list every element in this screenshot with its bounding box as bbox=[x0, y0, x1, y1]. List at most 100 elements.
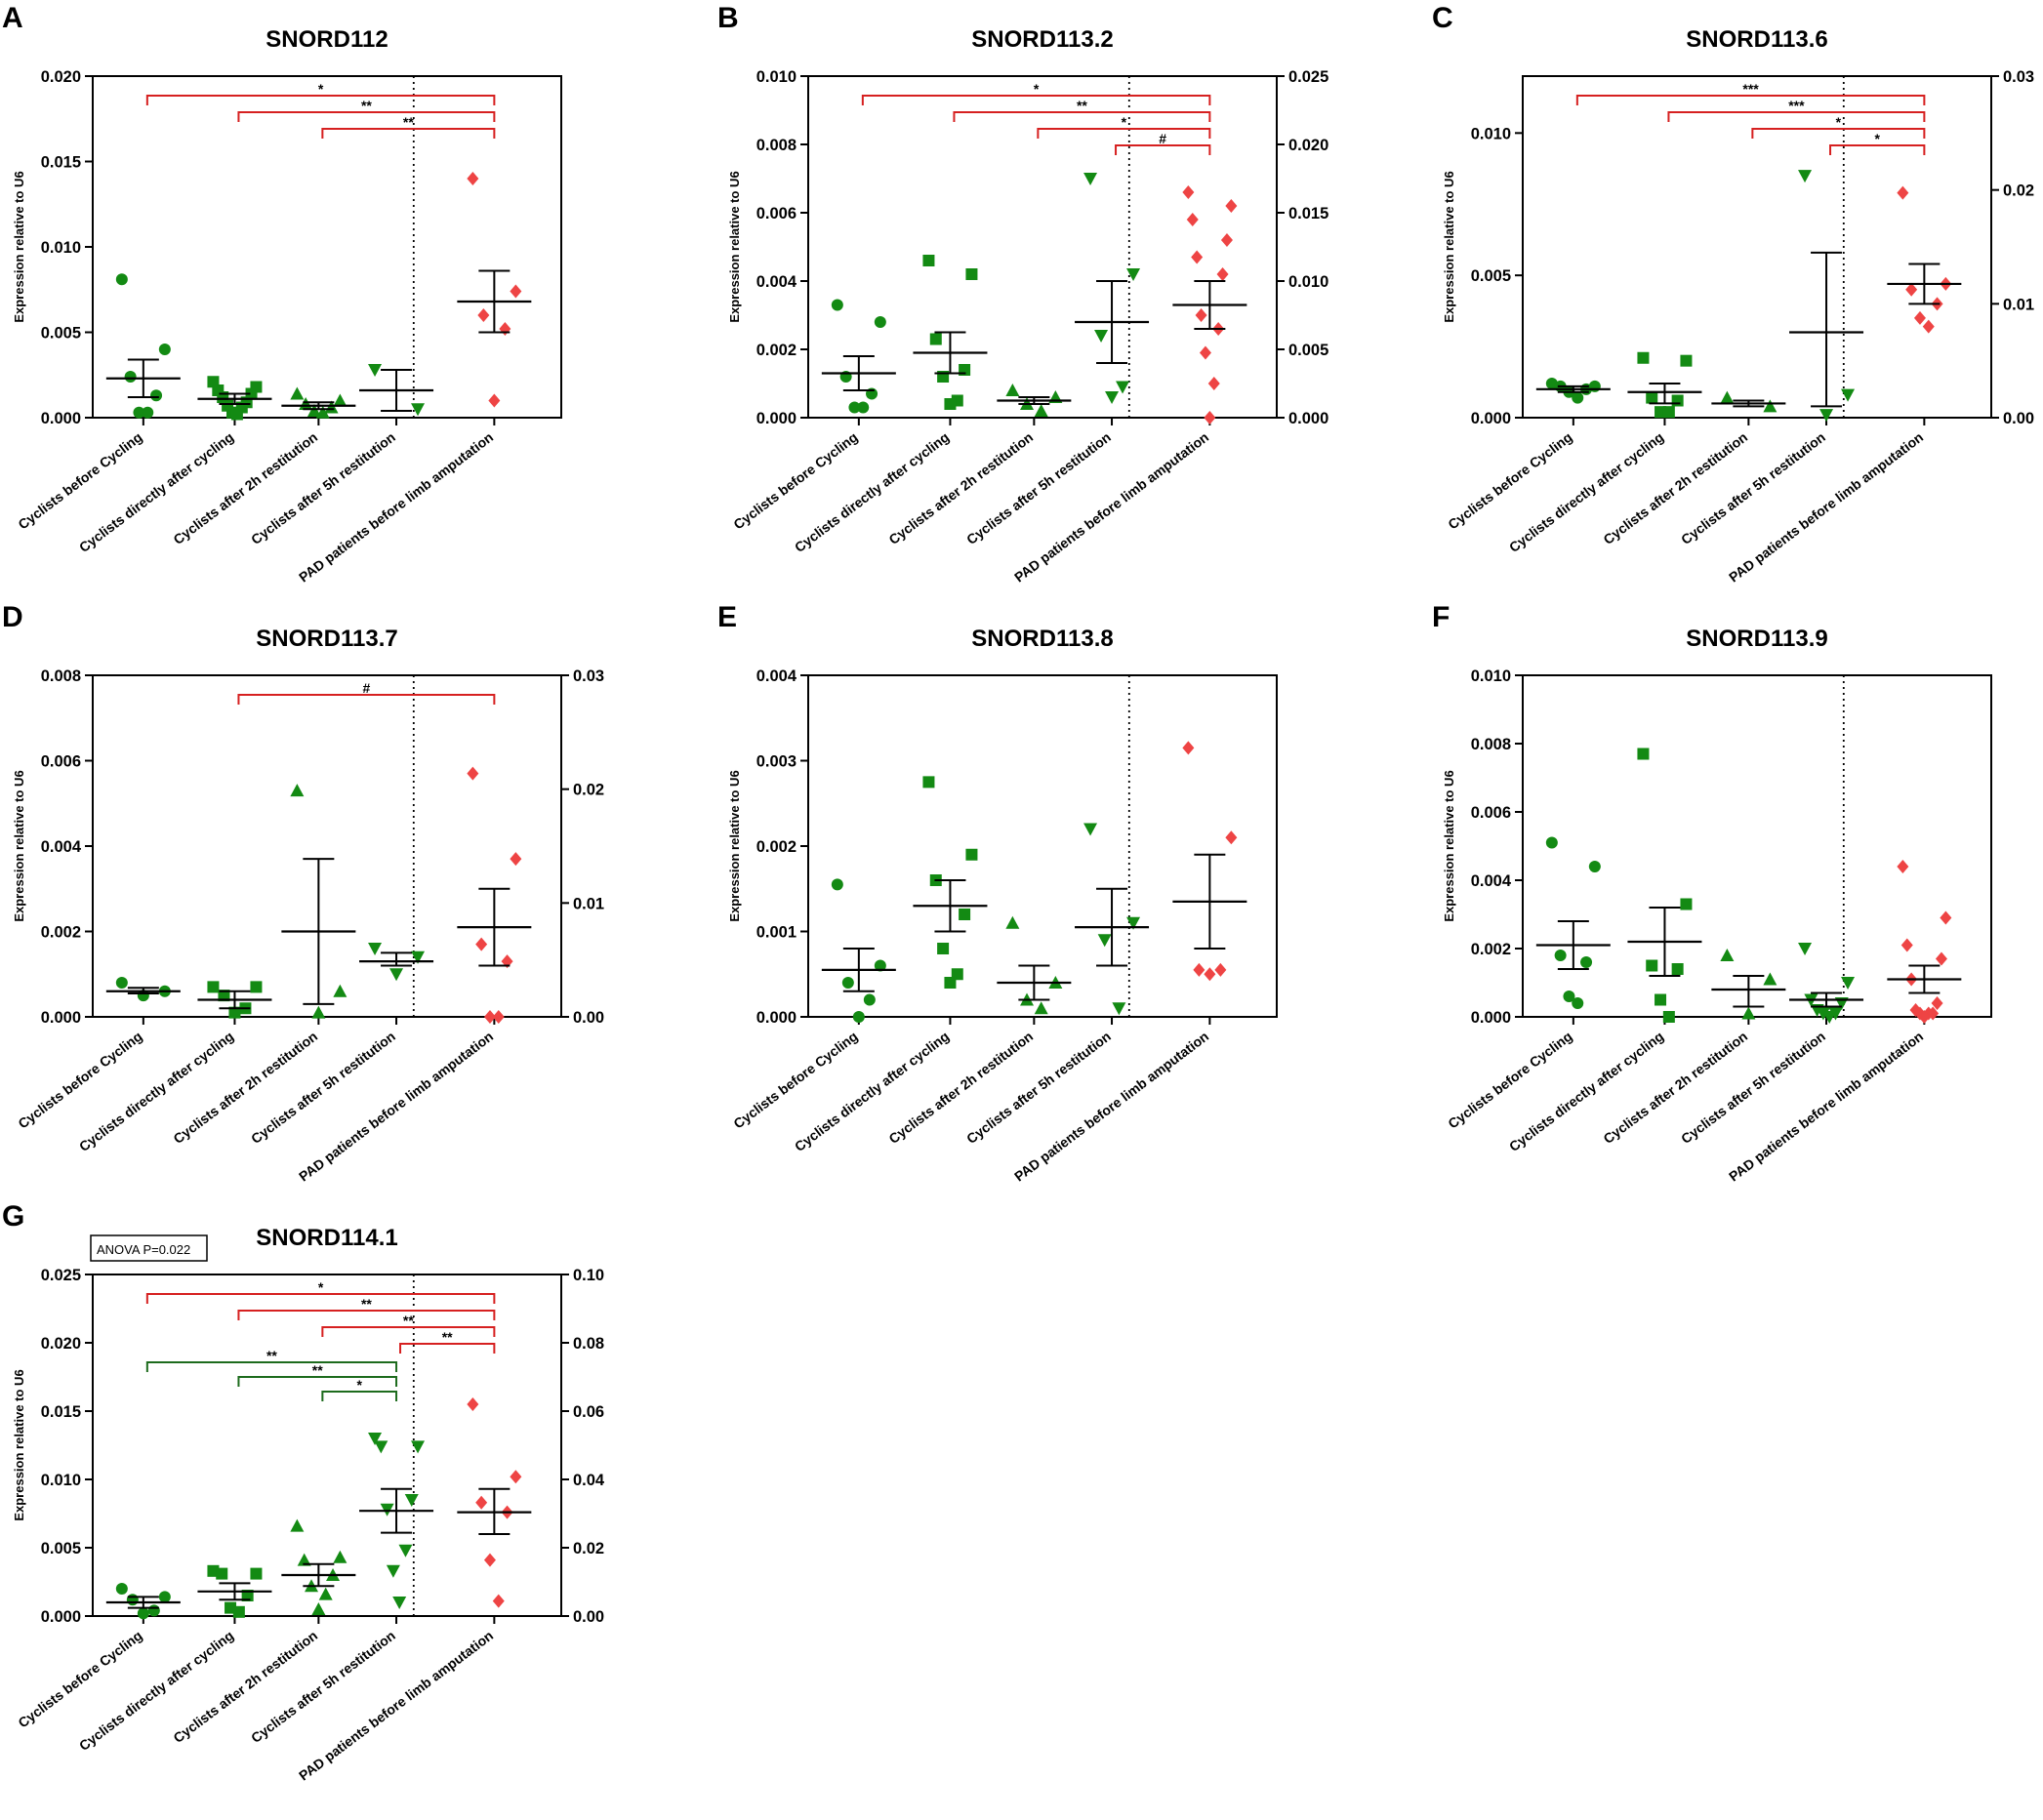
data-point bbox=[492, 1594, 505, 1608]
data-series bbox=[359, 1433, 434, 1609]
data-series bbox=[913, 776, 988, 989]
right-y-tick-label: 0.00 bbox=[573, 1608, 604, 1626]
data-point bbox=[1195, 308, 1207, 322]
x-category-label: PAD patients before limb amputation bbox=[296, 429, 496, 586]
chart-panel-e: E SNORD113.8 0.000 0.001 0.002 0.003 0.004 Expr… bbox=[717, 601, 1278, 1185]
x-category-label: Cyclists after 2h restitution bbox=[170, 429, 320, 547]
data-point bbox=[1819, 409, 1834, 423]
data-point bbox=[1720, 390, 1735, 404]
y-tick-label: 0.006 bbox=[756, 205, 797, 222]
data-point bbox=[290, 1518, 305, 1532]
data-point bbox=[1646, 391, 1658, 404]
right-y-tick-label: 0.04 bbox=[573, 1472, 605, 1489]
y-tick-label: 0.004 bbox=[756, 667, 797, 685]
bracket-line bbox=[1667, 111, 1926, 122]
y-tick-label: 0.003 bbox=[756, 753, 797, 771]
y-tick-label: 0.010 bbox=[41, 1472, 81, 1489]
significance-bracket: * bbox=[145, 1279, 496, 1304]
data-point bbox=[848, 401, 861, 414]
data-point bbox=[1828, 1007, 1843, 1021]
data-series bbox=[105, 273, 181, 419]
significance-label: ** bbox=[442, 1329, 453, 1345]
data-point bbox=[1034, 404, 1048, 417]
y-tick-label: 0.004 bbox=[41, 838, 82, 856]
y-tick-label: 0.005 bbox=[41, 325, 81, 343]
bracket-line bbox=[237, 694, 496, 705]
x-category-label: Cyclists directly after cycling bbox=[76, 1628, 236, 1754]
data-point bbox=[499, 322, 511, 336]
significance-label: * bbox=[1836, 114, 1842, 130]
data-point bbox=[218, 990, 230, 1002]
bracket-line bbox=[237, 111, 496, 122]
x-category-label: Cyclists directly after cycling bbox=[792, 429, 952, 555]
data-point bbox=[467, 172, 479, 185]
significance-label: ** bbox=[361, 1296, 372, 1312]
significance-label: * bbox=[318, 1279, 324, 1295]
y-tick-label: 0.000 bbox=[41, 1009, 81, 1027]
data-point bbox=[1662, 406, 1675, 419]
data-series bbox=[1172, 741, 1247, 982]
y-tick-label: 0.000 bbox=[756, 410, 797, 427]
data-point bbox=[1671, 394, 1684, 407]
data-point bbox=[1225, 199, 1238, 213]
data-point bbox=[311, 1602, 326, 1615]
x-category-label: Cyclists after 2h restitution bbox=[170, 1029, 320, 1147]
data-point bbox=[1798, 943, 1813, 955]
significance-label: ** bbox=[312, 1362, 323, 1378]
data-series bbox=[1887, 860, 1962, 1024]
y-tick-label: 0.010 bbox=[1471, 667, 1511, 685]
significance-bracket: * bbox=[145, 81, 496, 105]
significance-label: ** bbox=[1077, 98, 1087, 113]
data-point bbox=[250, 981, 263, 993]
data-point bbox=[857, 401, 870, 414]
right-y-tick-label: 0.02 bbox=[2003, 182, 2034, 200]
right-y-tick-label: 0.005 bbox=[1288, 342, 1328, 359]
bracket-line bbox=[1751, 128, 1926, 139]
data-point bbox=[386, 1564, 400, 1578]
data-series bbox=[1627, 748, 1702, 1023]
chart-panel-b: B SNORD113.2 0.000 0.002 0.004 0.006 0.008 0.01… bbox=[717, 2, 1328, 586]
significance-bracket: * bbox=[1751, 114, 1926, 139]
data-point bbox=[944, 977, 957, 989]
panel-letter: B bbox=[717, 2, 739, 34]
data-point bbox=[389, 968, 404, 982]
data-point bbox=[1193, 962, 1205, 977]
chart-panel-c: C SNORD113.6 0.000 0.005 0.010 0.00 0.01 0.02 0.… bbox=[1432, 2, 2034, 586]
data-series bbox=[913, 255, 988, 410]
y-tick-label: 0.020 bbox=[41, 1335, 81, 1353]
chart-title: SNORD113.8 bbox=[971, 626, 1113, 652]
data-series bbox=[1172, 185, 1247, 425]
data-point bbox=[374, 1440, 388, 1454]
x-category-label: PAD patients before limb amputation bbox=[296, 1029, 496, 1185]
data-point bbox=[1186, 213, 1199, 226]
data-point bbox=[368, 364, 383, 377]
x-category-label: Cyclists after 2h restitution bbox=[885, 1029, 1036, 1147]
data-point bbox=[1105, 391, 1120, 404]
data-point bbox=[368, 1433, 383, 1445]
bracket-line bbox=[861, 95, 1211, 105]
panel-letter: F bbox=[1432, 601, 1450, 633]
data-series bbox=[1789, 170, 1864, 423]
y-tick-label: 0.002 bbox=[41, 924, 81, 942]
data-point bbox=[1680, 898, 1693, 910]
data-series bbox=[281, 784, 356, 1019]
y-tick-label: 0.006 bbox=[41, 753, 81, 771]
y-tick-label: 0.010 bbox=[756, 68, 797, 86]
data-point bbox=[115, 1583, 128, 1595]
data-point bbox=[492, 1010, 505, 1024]
bracket-line bbox=[1115, 144, 1211, 155]
data-point bbox=[1841, 388, 1856, 402]
data-point bbox=[306, 404, 321, 417]
data-point bbox=[1182, 185, 1195, 199]
significance-bracket: * bbox=[861, 81, 1211, 105]
chart-panel-g: G SNORD114.1 0.000 0.005 0.010 0.015 0.020 0.02… bbox=[2, 1200, 605, 1784]
data-point bbox=[488, 393, 501, 408]
significance-label: ** bbox=[266, 1348, 277, 1363]
significance-bracket: ** bbox=[321, 114, 496, 139]
significance-label: # bbox=[1159, 131, 1166, 146]
y-axis-label: Expression relative to U6 bbox=[727, 171, 742, 322]
right-y-tick-label: 0.015 bbox=[1288, 205, 1328, 222]
y-axis-label: Expression relative to U6 bbox=[1442, 770, 1456, 921]
bracket-line bbox=[321, 1326, 496, 1337]
significance-label: * bbox=[1034, 81, 1040, 97]
